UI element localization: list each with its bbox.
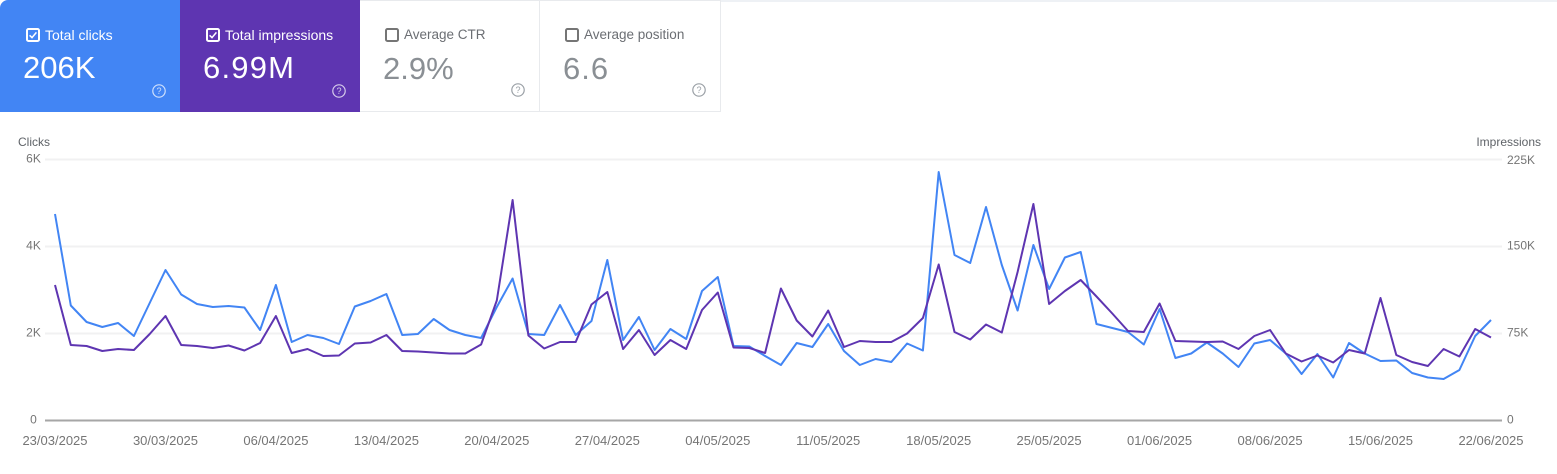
svg-text:23/03/2025: 23/03/2025	[22, 433, 87, 448]
svg-text:01/06/2025: 01/06/2025	[1127, 433, 1192, 448]
svg-text:2K: 2K	[26, 326, 41, 340]
svg-text:06/04/2025: 06/04/2025	[243, 433, 308, 448]
svg-text:6K: 6K	[26, 152, 41, 166]
svg-text:Impressions: Impressions	[1476, 135, 1541, 149]
svg-text:?: ?	[336, 86, 341, 96]
svg-text:0: 0	[30, 413, 37, 427]
svg-text:150K: 150K	[1507, 239, 1535, 253]
svg-text:?: ?	[156, 86, 161, 96]
svg-text:08/06/2025: 08/06/2025	[1238, 433, 1303, 448]
svg-text:4K: 4K	[26, 239, 41, 253]
svg-text:75K: 75K	[1507, 326, 1528, 340]
svg-text:Clicks: Clicks	[18, 135, 50, 149]
svg-text:?: ?	[696, 85, 701, 95]
svg-text:?: ?	[515, 85, 520, 95]
svg-text:25/05/2025: 25/05/2025	[1017, 433, 1082, 448]
svg-text:18/05/2025: 18/05/2025	[906, 433, 971, 448]
svg-text:22/06/2025: 22/06/2025	[1458, 433, 1523, 448]
svg-text:20/04/2025: 20/04/2025	[464, 433, 529, 448]
svg-text:225K: 225K	[1507, 153, 1535, 167]
svg-text:27/04/2025: 27/04/2025	[575, 433, 640, 448]
svg-text:11/05/2025: 11/05/2025	[796, 433, 860, 448]
svg-text:15/06/2025: 15/06/2025	[1348, 433, 1413, 448]
svg-text:0: 0	[1507, 413, 1514, 427]
svg-text:30/03/2025: 30/03/2025	[133, 433, 198, 448]
svg-text:04/05/2025: 04/05/2025	[685, 433, 750, 448]
svg-text:13/04/2025: 13/04/2025	[354, 433, 419, 448]
